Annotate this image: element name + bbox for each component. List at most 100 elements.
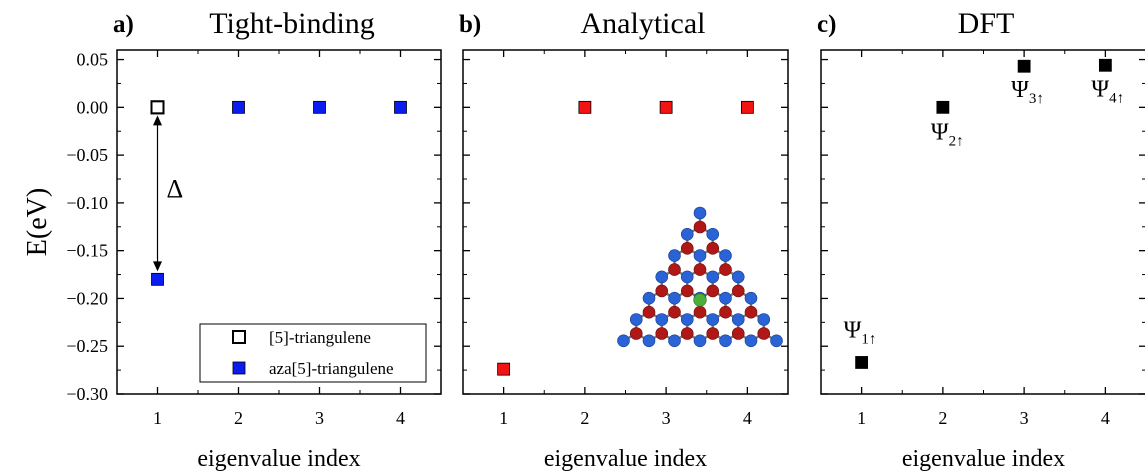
lattice-atom-blue — [706, 228, 720, 241]
y-tick-label: −0.15 — [66, 241, 108, 261]
psi-label: Ψ3↑ — [1011, 77, 1044, 107]
lattice-atom-blue — [693, 249, 707, 262]
lattice-atom-red — [693, 305, 707, 319]
lattice-atom-red — [693, 263, 707, 276]
lattice-atom-red — [680, 242, 694, 255]
lattice-atom-red — [706, 284, 720, 298]
lattice-atom-blue — [719, 249, 732, 262]
data-point-marker — [936, 100, 950, 114]
lattice-atom-blue — [642, 291, 656, 305]
x-tick-label: 4 — [743, 408, 752, 428]
lattice-atom-red — [706, 327, 720, 340]
lattice-atom-blue — [719, 291, 732, 305]
y-tick-label: 0.00 — [77, 97, 109, 117]
data-point-marker — [855, 356, 869, 369]
y-tick-label: 0.05 — [77, 50, 109, 70]
lattice-atom-red — [655, 284, 669, 298]
data-point-aza-5-triangulene — [151, 272, 164, 286]
lattice-atom-blue — [680, 313, 694, 326]
lattice-atom-blue — [744, 334, 758, 348]
legend-label: [5]-triangulene — [269, 328, 371, 347]
panel-tag: b) — [459, 11, 481, 38]
lattice-atom-red — [719, 305, 732, 319]
x-tick-label: 3 — [662, 408, 671, 428]
y-tick-label: −0.05 — [66, 145, 108, 165]
panel-title: Analytical — [581, 7, 706, 40]
panel-tag: a) — [113, 11, 134, 38]
lattice-atom-red — [731, 284, 745, 298]
lattice-atom-red — [668, 305, 681, 319]
inset-lattice — [617, 206, 783, 348]
lattice-atom-blue — [731, 313, 745, 326]
lattice-atom-red — [655, 327, 669, 340]
lattice-atom-blue — [655, 270, 669, 284]
x-tick-label: 1 — [153, 408, 162, 428]
y-axis-title: E(eV) — [22, 188, 53, 256]
y-tick-label: −0.10 — [66, 193, 108, 213]
lattice-atom-blue — [706, 270, 720, 284]
panel-title: Tight-binding — [209, 7, 375, 40]
panel-tag: c) — [817, 11, 836, 38]
data-point-marker — [659, 100, 673, 114]
psi-label: Ψ4↑ — [1091, 76, 1124, 106]
lattice-atom-blue — [680, 228, 694, 241]
y-tick-label: −0.30 — [66, 384, 108, 404]
lattice-atom-blue — [617, 334, 630, 348]
lattice-atom-red — [706, 242, 720, 255]
legend: [5]-triangulene aza[5]-triangulene — [199, 323, 427, 383]
lattice-atom-blue — [731, 270, 745, 284]
legend-marker-filled — [232, 361, 246, 375]
lattice-atom-red — [629, 327, 643, 340]
lattice-atom-red — [680, 327, 694, 340]
delta-arrow-head-up — [153, 115, 162, 126]
lattice-atom-blue — [757, 313, 771, 326]
x-tick-label: 2 — [580, 408, 589, 428]
x-tick-label: 4 — [396, 408, 405, 428]
lattice-atom-red — [719, 263, 732, 276]
x-tick-label: 3 — [315, 408, 324, 428]
panel-title: DFT — [958, 7, 1015, 40]
legend-marker-hollow — [232, 330, 246, 344]
y-tick-label: −0.20 — [66, 288, 108, 308]
x-tick-label: 4 — [1101, 408, 1110, 428]
lattice-atom-blue — [770, 334, 783, 348]
data-point-aza-5-triangulene — [394, 100, 407, 114]
lattice-atom-red — [744, 305, 758, 319]
lattice-atom-red — [668, 263, 681, 276]
lattice-atom-red — [680, 284, 694, 298]
data-point-aza-5-triangulene — [232, 100, 245, 114]
x-tick-label: 1 — [857, 408, 866, 428]
lattice-atom-green — [693, 293, 707, 307]
psi-label: Ψ1↑ — [844, 317, 877, 347]
delta-label: Δ — [167, 174, 184, 203]
chart-panel-1: 0.05 0.00 −0.05 −0.10 −0.15 −0.20 −0.25 −0.30 1 2… — [66, 7, 442, 472]
lattice-atom-blue — [668, 334, 681, 348]
data-point-marker — [578, 100, 592, 114]
chart-panel-2: 1 2 3 4 eigenvalue index b) Analytical — [459, 7, 789, 472]
x-axis-title: eigenvalue index — [902, 446, 1065, 472]
lattice-atom-blue — [693, 334, 707, 348]
psi-label: Ψ2↑ — [931, 119, 964, 149]
x-tick-label: 1 — [499, 408, 508, 428]
lattice-atom-red — [731, 327, 745, 340]
delta-arrow-head-down — [153, 261, 162, 272]
lattice-atom-red — [757, 327, 771, 340]
chart-panel-3: 1 2 3 4 eigenvalue index c) DFT Ψ1↑ Ψ2↑ Ψ3↑ Ψ4↑ — [817, 7, 1145, 472]
x-tick-label: 3 — [1020, 408, 1029, 428]
x-tick-label: 2 — [234, 408, 243, 428]
legend-label: aza[5]-triangulene — [269, 359, 394, 378]
lattice-atom-red — [693, 220, 707, 234]
data-point-marker — [740, 100, 754, 114]
lattice-atom-blue — [744, 291, 758, 305]
lattice-atom-blue — [668, 249, 681, 262]
data-point-aza-5-triangulene — [313, 100, 326, 114]
lattice-atom-blue — [680, 270, 694, 284]
x-tick-label: 2 — [938, 408, 947, 428]
data-point-marker — [1098, 58, 1112, 72]
lattice-atom-red — [642, 305, 656, 319]
lattice-atom-blue — [693, 206, 707, 220]
lattice-atom-blue — [642, 334, 656, 348]
x-axis-title: eigenvalue index — [197, 446, 360, 472]
x-axis-title: eigenvalue index — [544, 446, 707, 472]
